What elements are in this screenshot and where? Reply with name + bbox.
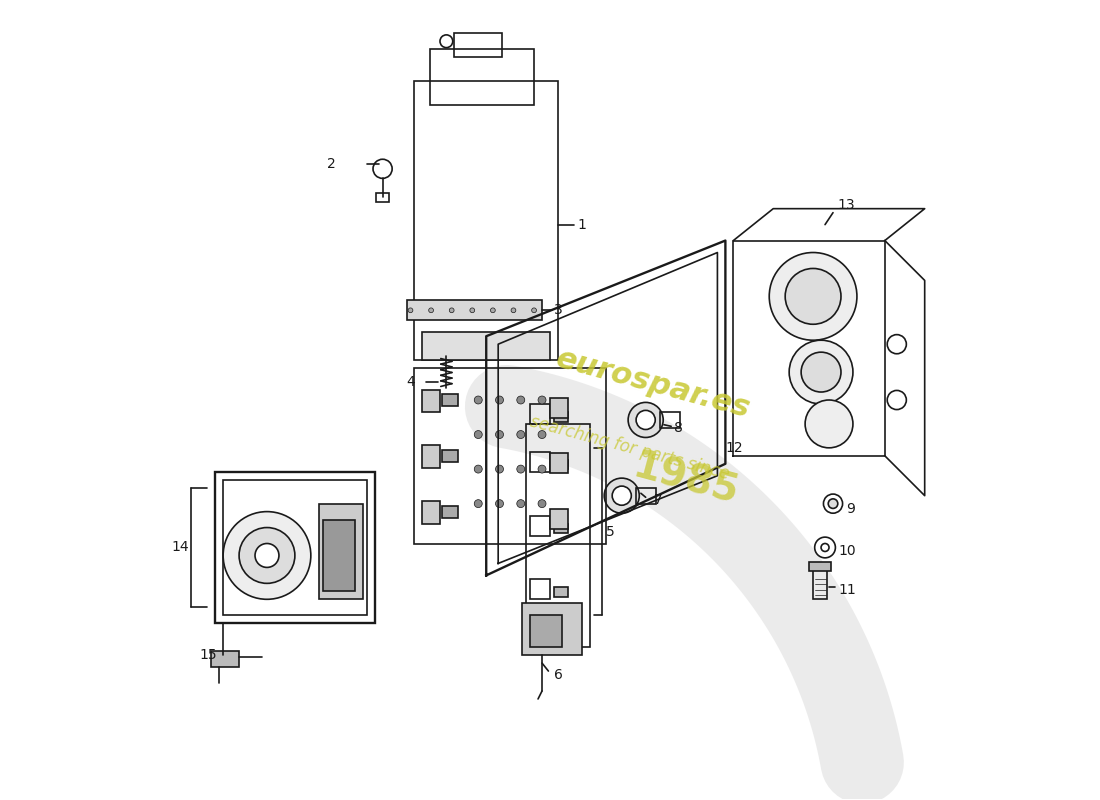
Text: 10: 10	[838, 545, 856, 558]
Bar	[554, 587, 569, 597]
Bar	[454, 34, 503, 57]
Circle shape	[538, 500, 546, 508]
Circle shape	[255, 543, 279, 567]
Text: 8: 8	[673, 421, 682, 435]
Bar	[430, 50, 535, 105]
Bar	[211, 651, 239, 667]
Bar	[422, 446, 440, 468]
Bar	[530, 515, 550, 535]
Circle shape	[495, 430, 504, 438]
Text: eurospar.es: eurospar.es	[553, 344, 754, 424]
Circle shape	[474, 465, 482, 473]
Text: 7: 7	[653, 493, 662, 506]
Circle shape	[888, 390, 906, 410]
Bar	[322, 519, 354, 591]
Circle shape	[828, 499, 838, 509]
Circle shape	[888, 334, 906, 354]
Bar	[554, 412, 569, 422]
Circle shape	[517, 430, 525, 438]
Circle shape	[538, 465, 546, 473]
Circle shape	[408, 308, 412, 313]
Circle shape	[604, 478, 639, 514]
Circle shape	[373, 159, 392, 178]
Text: 3: 3	[554, 303, 563, 317]
Text: 12: 12	[725, 441, 742, 455]
Circle shape	[474, 430, 482, 438]
Circle shape	[805, 400, 852, 448]
Text: 9: 9	[847, 502, 856, 516]
Bar	[216, 472, 375, 623]
Bar	[526, 424, 590, 647]
Circle shape	[769, 253, 857, 340]
Bar	[376, 193, 389, 202]
Circle shape	[517, 500, 525, 508]
Circle shape	[517, 396, 525, 404]
Bar	[415, 81, 558, 360]
Bar	[530, 404, 550, 424]
Text: searching for parts since: searching for parts since	[528, 413, 732, 483]
Bar	[522, 603, 582, 655]
Text: 15: 15	[199, 648, 217, 662]
Circle shape	[449, 308, 454, 313]
Text: 14: 14	[172, 541, 189, 554]
Bar	[442, 394, 459, 406]
Bar	[442, 506, 459, 518]
Circle shape	[785, 269, 842, 324]
Circle shape	[628, 402, 663, 438]
Bar	[550, 510, 568, 529]
Bar	[442, 450, 459, 462]
Bar	[550, 454, 568, 474]
Circle shape	[495, 465, 504, 473]
Text: 13: 13	[837, 198, 855, 212]
Bar	[407, 300, 542, 320]
Bar	[415, 368, 606, 543]
Bar	[319, 504, 363, 599]
Circle shape	[801, 352, 842, 392]
Bar	[422, 332, 550, 360]
Circle shape	[470, 308, 475, 313]
Circle shape	[474, 396, 482, 404]
Circle shape	[636, 410, 656, 430]
Circle shape	[491, 308, 495, 313]
Circle shape	[440, 35, 453, 48]
Bar	[530, 452, 550, 472]
Circle shape	[495, 500, 504, 508]
Circle shape	[821, 543, 829, 551]
Text: 4: 4	[407, 374, 416, 389]
Text: 11: 11	[838, 582, 856, 597]
Circle shape	[789, 340, 852, 404]
Text: 1: 1	[578, 218, 586, 232]
Circle shape	[239, 527, 295, 583]
Bar	[530, 615, 562, 647]
Bar	[422, 390, 440, 412]
Circle shape	[495, 396, 504, 404]
Circle shape	[538, 396, 546, 404]
Bar	[813, 563, 827, 599]
Text: 1985: 1985	[628, 447, 742, 512]
Bar	[810, 562, 832, 571]
Circle shape	[815, 537, 835, 558]
Bar	[554, 523, 569, 533]
Circle shape	[512, 308, 516, 313]
Circle shape	[474, 500, 482, 508]
Circle shape	[429, 308, 433, 313]
Bar	[636, 488, 656, 504]
Bar	[422, 502, 440, 523]
Circle shape	[223, 512, 311, 599]
Text: 5: 5	[606, 525, 615, 538]
Circle shape	[824, 494, 843, 514]
Text: 2: 2	[327, 157, 336, 171]
Circle shape	[531, 308, 537, 313]
Circle shape	[538, 430, 546, 438]
Circle shape	[613, 486, 631, 506]
Bar	[550, 398, 568, 418]
Bar	[660, 412, 680, 428]
Bar	[223, 480, 366, 615]
Bar	[554, 460, 569, 470]
Circle shape	[517, 465, 525, 473]
Text: 6: 6	[554, 668, 563, 682]
Bar	[530, 579, 550, 599]
